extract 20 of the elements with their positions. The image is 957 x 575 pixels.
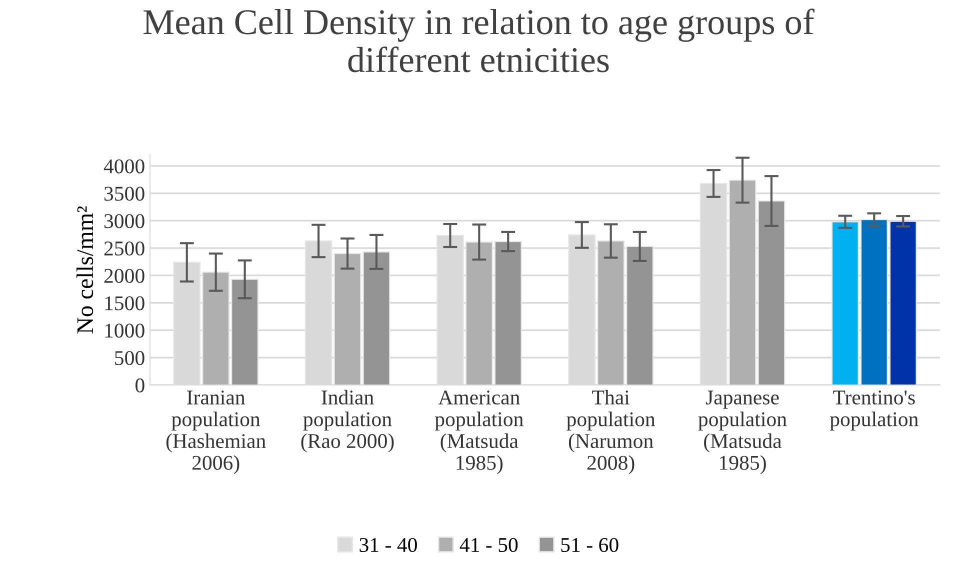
y-tick-label: 2500	[104, 241, 144, 256]
legend-label: 41 - 50	[460, 538, 518, 552]
y-tick-label: 2000	[104, 268, 144, 283]
chart-title: Mean Cell Density in relation to age groups of different etnicities	[144, 8, 814, 72]
x-tick-label: Indian population (Rao 2000)	[301, 390, 394, 452]
x-tick-label: Japanese population (Matsuda 1985)	[698, 390, 787, 474]
legend-label: 31 - 40	[360, 538, 417, 552]
legend-label: 51 - 60	[561, 538, 618, 552]
y-tick-label: 500	[115, 350, 144, 366]
y-tick-label: 0	[136, 378, 144, 392]
y-tick-label: 1500	[105, 296, 144, 310]
x-tick-label: American population (Matsuda 1985)	[434, 390, 524, 474]
y-tick-label: 3500	[104, 186, 144, 201]
x-tick-label: Thai population (Narumon 2008)	[566, 390, 656, 474]
x-tick-label: Trentino's population	[830, 390, 918, 431]
y-tick-label: 1000	[105, 324, 144, 338]
y-tick-label: 3000	[104, 214, 144, 228]
y-tick-label: 4000	[104, 159, 144, 174]
x-tick-label: Iranian population (Hashemian 2006)	[166, 390, 266, 474]
y-axis-title: No cells/mm²	[76, 206, 94, 334]
